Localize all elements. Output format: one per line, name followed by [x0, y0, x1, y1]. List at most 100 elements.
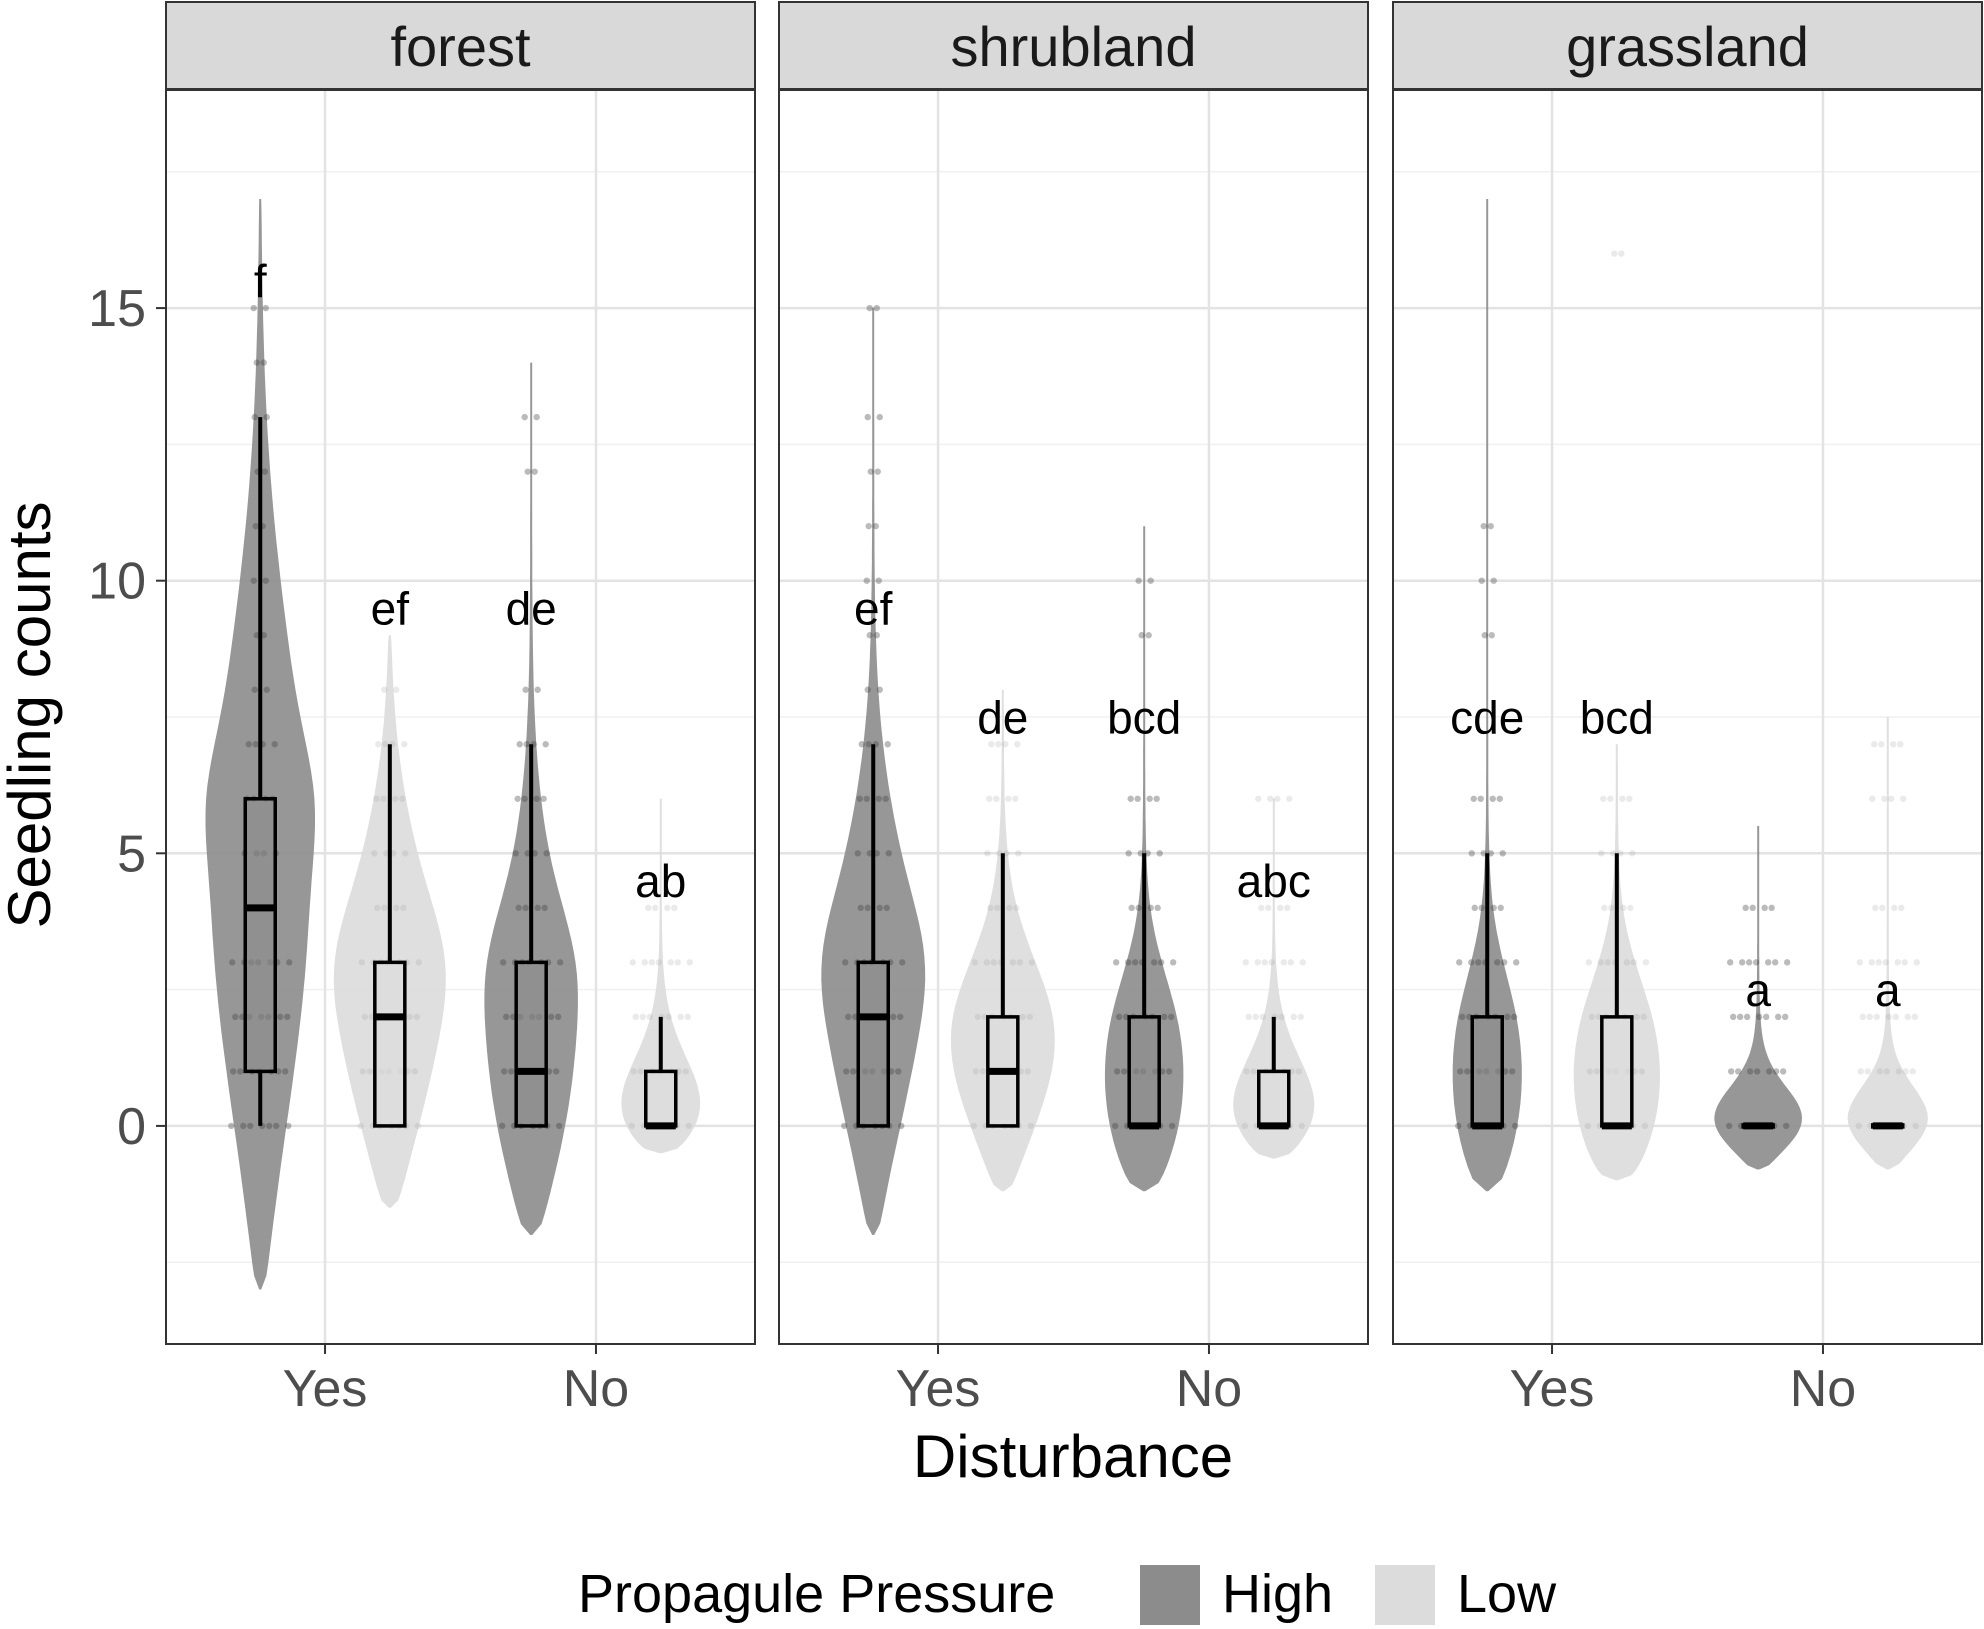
data-point [1890, 741, 1897, 748]
data-point [1642, 959, 1650, 966]
data-point [842, 959, 849, 966]
data-point [1772, 1068, 1780, 1075]
data-point [664, 904, 671, 912]
data-point [1015, 850, 1022, 857]
data-point [882, 795, 889, 802]
data-point [266, 1122, 273, 1130]
data-point [1857, 1068, 1864, 1075]
x-tick-label: Yes [896, 1360, 981, 1418]
data-point [1115, 1013, 1123, 1021]
data-point [415, 959, 423, 966]
data-point [1872, 904, 1879, 912]
data-point [524, 468, 531, 475]
data-point [1504, 1013, 1511, 1021]
data-point [863, 577, 870, 584]
data-point [1736, 1013, 1744, 1021]
data-point [1501, 959, 1508, 966]
data-point [1640, 1013, 1648, 1021]
facet-title: grassland [1566, 15, 1809, 78]
data-point [1912, 1122, 1919, 1130]
data-point [1913, 959, 1920, 966]
data-point [1894, 959, 1901, 966]
data-point [357, 1122, 365, 1130]
data-point [1134, 795, 1141, 802]
data-point [1145, 632, 1152, 639]
data-point [867, 468, 874, 475]
data-point [1597, 959, 1605, 966]
data-point [1875, 959, 1882, 966]
data-point [1901, 959, 1908, 966]
data-point [1456, 959, 1463, 966]
data-point [1633, 1013, 1641, 1021]
data-point [629, 959, 636, 966]
data-point [286, 959, 293, 966]
data-point [1864, 1068, 1871, 1075]
data-point [1250, 1068, 1257, 1075]
data-point [684, 1013, 691, 1021]
data-point [1153, 795, 1160, 802]
data-point [885, 850, 892, 857]
box [514, 960, 548, 1128]
data-point [228, 1122, 235, 1130]
data-point [1120, 1068, 1128, 1075]
data-point [1871, 741, 1878, 748]
data-point [1471, 904, 1478, 912]
data-point [1725, 1122, 1733, 1130]
y-tick-label: 0 [117, 1098, 146, 1156]
data-point [262, 304, 269, 312]
data-point [521, 413, 528, 421]
data-point [1911, 1013, 1918, 1021]
data-point [1734, 1068, 1742, 1075]
data-point [381, 686, 388, 693]
data-point [876, 904, 883, 912]
data-point [1005, 795, 1012, 802]
data-point [1013, 904, 1020, 912]
data-point [1641, 1122, 1649, 1130]
data-point [252, 522, 259, 530]
data-point [1879, 904, 1886, 912]
y-tick-label: 10 [88, 553, 146, 611]
data-point [521, 795, 528, 802]
data-point [990, 959, 998, 966]
data-point [1128, 904, 1135, 912]
data-point [1765, 1068, 1773, 1075]
data-point [1027, 1122, 1035, 1130]
data-point [1150, 959, 1158, 966]
data-point [1468, 850, 1475, 857]
data-point [1608, 904, 1615, 912]
data-point [875, 577, 882, 584]
data-point [1169, 959, 1177, 966]
data-point [646, 1013, 653, 1021]
data-point [1135, 904, 1142, 912]
data-point [1006, 904, 1013, 912]
data-point [1511, 1013, 1518, 1021]
data-point [552, 1068, 560, 1075]
data-point [1111, 1122, 1119, 1130]
data-point [1855, 1122, 1862, 1130]
data-point [253, 359, 260, 366]
data-point [1497, 904, 1504, 912]
data-point [261, 468, 268, 475]
data-point [522, 904, 529, 912]
data-point [393, 904, 400, 912]
data-point [375, 741, 382, 748]
x-axis-title: Disturbance [913, 1423, 1233, 1490]
data-point [843, 1068, 850, 1075]
data-point [414, 1122, 422, 1130]
data-point [542, 741, 549, 748]
data-point [898, 1122, 905, 1130]
data-point [401, 741, 408, 748]
data-point [1459, 1013, 1466, 1021]
data-point [1470, 795, 1477, 802]
legend-swatch-high [1140, 1565, 1200, 1625]
data-point [1878, 741, 1885, 748]
data-point [1242, 959, 1249, 966]
data-point [1626, 795, 1633, 802]
data-point [858, 741, 865, 748]
data-point [1638, 1068, 1646, 1075]
data-point [1457, 1068, 1464, 1075]
group-yes-low: ef [333, 582, 446, 1208]
data-point [411, 1068, 419, 1075]
data-point [1856, 959, 1863, 966]
data-point [1478, 577, 1485, 584]
